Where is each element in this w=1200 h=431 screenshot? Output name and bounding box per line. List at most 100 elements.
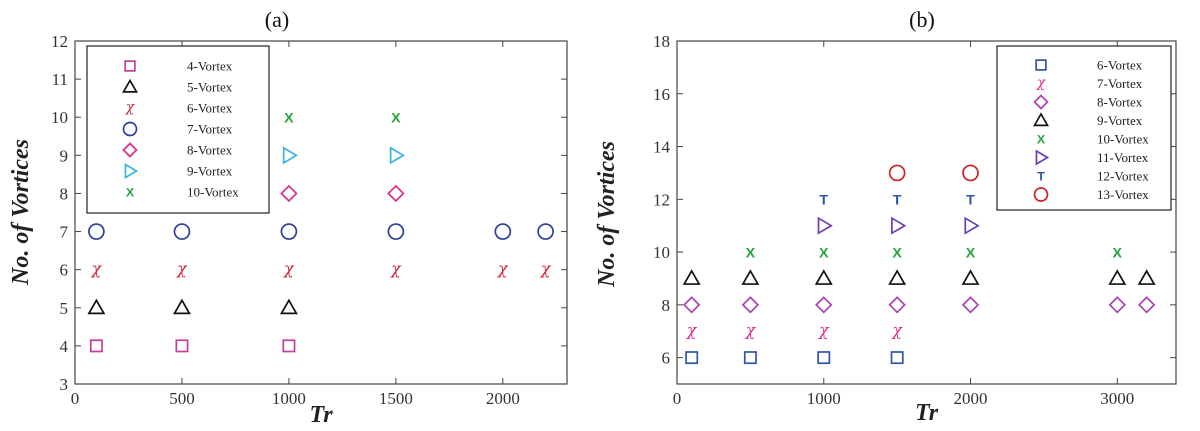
x-tick-label: 1000	[272, 389, 306, 408]
series-7-vortex	[88, 223, 554, 240]
data-point	[890, 351, 904, 365]
legend-marker	[122, 78, 138, 93]
series-9-vortex	[682, 269, 1156, 285]
legend-entry: 4-Vortex	[187, 59, 233, 74]
legend-entry: 8-Vortex	[1097, 95, 1143, 110]
data-point: X	[819, 245, 829, 261]
data-point	[1137, 296, 1156, 314]
data-point	[891, 216, 907, 235]
data-point: χ	[91, 259, 103, 278]
legend-entry: 6-Vortex	[1097, 58, 1143, 73]
panel-a: 0 500 1000 1500 2000 3 4 5 6 7 8 9 10 11 12 Tr No. of Vo…	[8, 7, 568, 428]
data-point	[89, 339, 103, 353]
legend-entry: 9-Vortex	[187, 164, 233, 179]
data-point: χ	[540, 259, 552, 278]
data-point	[1108, 296, 1126, 314]
legend-marker	[124, 163, 139, 179]
legend-box	[86, 45, 270, 214]
data-point	[743, 351, 757, 365]
data-point	[87, 298, 106, 315]
legend-marker	[1033, 112, 1049, 127]
data-point: X	[746, 245, 756, 261]
legend-entry: 7-Vortex	[1097, 76, 1143, 91]
y-tick-label: 10	[653, 243, 670, 262]
data-point	[172, 298, 191, 315]
series-8-vortex	[280, 184, 405, 203]
series-4-vortex	[89, 339, 296, 353]
y-axis-label: No. of Vortices	[594, 141, 620, 288]
legend-marker	[1033, 94, 1049, 110]
x-tick-label: 3000	[1100, 389, 1134, 408]
data-point	[282, 339, 296, 353]
legend-entry: 12-Vortex	[1097, 169, 1149, 184]
data-point: X	[892, 245, 902, 261]
panel-b: 0 1000 2000 3000 6 8 10 12 14 16 18 Tr No. of Vortic…	[594, 7, 1177, 426]
panel-label: (a)	[265, 7, 289, 32]
data-point	[815, 296, 833, 314]
legend-marker	[122, 121, 138, 137]
legend-entry: 9-Vortex	[1097, 113, 1143, 128]
x-axis-label: Tr	[915, 400, 939, 426]
y-tick-label: 12	[51, 32, 68, 51]
x-tick-label: 0	[71, 389, 80, 408]
y-tick-label: 4	[60, 337, 69, 356]
legend-marker: X	[126, 186, 135, 200]
data-point	[962, 164, 979, 182]
data-point	[175, 339, 189, 353]
x-axis-label: Tr	[309, 402, 333, 428]
y-tick-label: 8	[60, 184, 69, 203]
y-axis-label: No. of Vortices	[8, 139, 34, 286]
data-point	[817, 351, 831, 365]
series-6-vortex	[685, 351, 904, 365]
legend-entry: 10-Vortex	[1097, 132, 1149, 147]
data-point	[282, 146, 299, 165]
legend-marker: χ	[1036, 75, 1046, 91]
data-point	[817, 216, 833, 235]
legend-entry: 10-Vortex	[187, 185, 239, 200]
y-tick-label: 14	[653, 138, 671, 157]
y-tick-label: 6	[662, 349, 671, 368]
series-13-vortex	[888, 164, 979, 182]
legend-marker: X	[1037, 133, 1046, 147]
data-point	[279, 298, 298, 315]
data-point: χ	[818, 320, 830, 339]
x-tick-label: 2000	[486, 389, 520, 408]
data-point	[173, 223, 191, 240]
data-point: T	[966, 193, 975, 209]
data-point	[387, 184, 405, 203]
series-5-vortex	[87, 298, 298, 315]
data-point	[741, 296, 760, 314]
data-point	[685, 351, 699, 365]
data-point	[961, 269, 980, 285]
data-point	[494, 223, 512, 240]
data-point	[280, 184, 298, 203]
y-tick-label: 3	[60, 375, 69, 394]
data-point	[961, 296, 980, 314]
x-tick-label: 2000	[954, 389, 988, 408]
legend-entry: 13-Vortex	[1097, 187, 1149, 202]
data-point: χ	[891, 320, 903, 339]
x-tick-label: 1500	[379, 389, 413, 408]
panel-label: (b)	[909, 7, 935, 32]
legend: 6-Vortex χ 7-Vortex 8-Vortex 9-Vortex X 10-Vor…	[996, 45, 1172, 211]
legend-marker	[1033, 187, 1049, 202]
x-tick-label: 0	[673, 389, 682, 408]
series-8-vortex	[682, 296, 1156, 314]
data-point: χ	[745, 320, 757, 339]
data-point	[888, 269, 907, 285]
y-tick-label: 9	[60, 146, 69, 165]
legend-entry: 8-Vortex	[187, 143, 233, 158]
data-point	[280, 223, 298, 240]
legend: 4-Vortex 5-Vortex χ 6-Vortex 7-Vortex 8-Vorte…	[86, 45, 270, 214]
y-tick-label: 11	[52, 70, 68, 89]
data-point: X	[284, 110, 294, 126]
legend-marker: T	[1037, 170, 1045, 184]
data-point: χ	[497, 259, 509, 278]
legend-marker	[1035, 59, 1047, 71]
data-point: T	[819, 193, 828, 209]
